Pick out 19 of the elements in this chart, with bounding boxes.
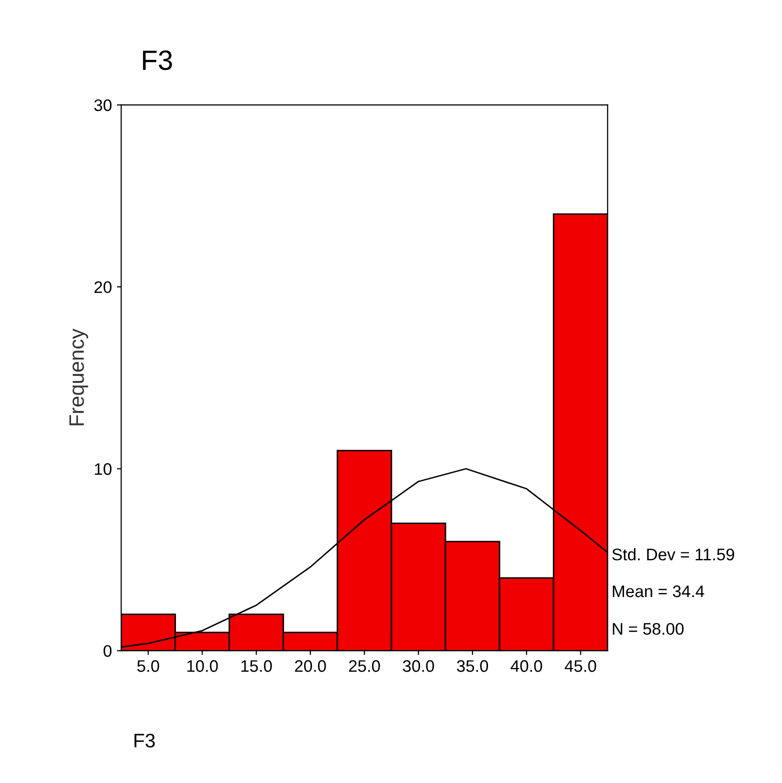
x-tick-label: 30.0 bbox=[402, 660, 434, 672]
y-tick-label: 30 bbox=[94, 99, 112, 112]
x-tick-label: 40.0 bbox=[510, 660, 542, 672]
text: N = 58.00 bbox=[612, 622, 684, 635]
x-tick-label: 10.0 bbox=[187, 660, 218, 672]
x-tick-label: 45.0 bbox=[564, 660, 596, 672]
x-tick-label: 20.0 bbox=[294, 660, 326, 672]
x-tick-label: 5.0 bbox=[137, 660, 160, 672]
text: Mean = 34.4 bbox=[612, 585, 704, 598]
y-axis-title: Frequency bbox=[69, 328, 88, 426]
x-tick-label: 15.0 bbox=[241, 660, 272, 672]
chart-title: F3 bbox=[143, 50, 172, 70]
y-tick-label: 0 bbox=[104, 645, 112, 657]
text: Std. Dev = 11.59 bbox=[612, 548, 734, 560]
y-tick-label: 10 bbox=[94, 463, 112, 475]
y-tick-label: 20 bbox=[94, 281, 112, 294]
x-axis-title: F3 bbox=[134, 734, 155, 748]
x-tick-label: 35.0 bbox=[456, 660, 488, 672]
x-tick-label: 25.0 bbox=[349, 660, 380, 672]
